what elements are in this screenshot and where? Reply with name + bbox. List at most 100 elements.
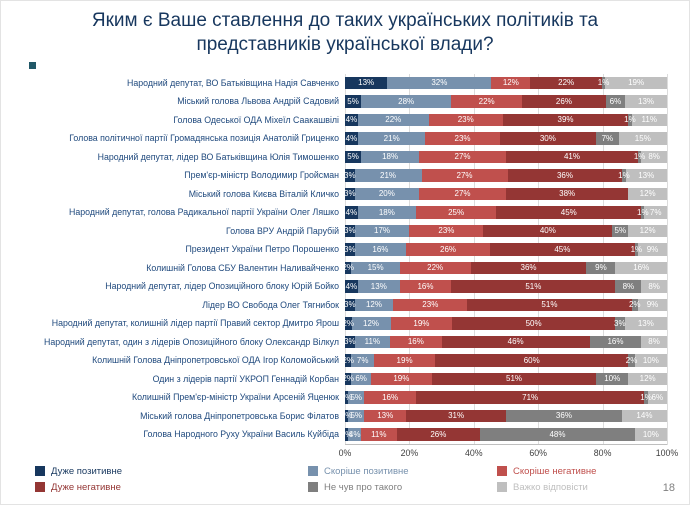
bar-row: 3% 12% 23% 51% 2% 9% bbox=[344, 296, 667, 315]
bar: 3% 11% 16% 46% 16% 8% bbox=[344, 335, 667, 349]
gridline bbox=[538, 73, 540, 445]
bar-segment-value: 36% bbox=[555, 411, 572, 421]
bar-segment: 19% bbox=[370, 372, 432, 386]
bar-segment: 26% bbox=[406, 243, 490, 256]
legend-swatch bbox=[35, 466, 45, 477]
bar-segment: 12% bbox=[354, 298, 394, 312]
bar-segment-value: 8% bbox=[648, 281, 660, 291]
bar-row: 2% 7% 19% 60% 2% 10% bbox=[342, 351, 667, 370]
bar: 4% 21% 23% 30% 7% 15% bbox=[345, 132, 667, 145]
bar: 3% 16% 26% 45% 1% 9% bbox=[344, 243, 667, 256]
bar-segment-value: 7% bbox=[649, 207, 662, 217]
bar-segment: 22% bbox=[357, 113, 429, 127]
bar-segment: 51% bbox=[467, 298, 632, 312]
bar-segment-value: 40% bbox=[539, 226, 556, 236]
bar-segment: 21% bbox=[354, 169, 422, 182]
bar-row: 3% 16% 26% 45% 1% 9% bbox=[344, 240, 667, 259]
x-axis-tick: 100% bbox=[655, 447, 679, 458]
bar-segment: 8% bbox=[641, 335, 667, 349]
bar-segment: 1% bbox=[341, 391, 352, 404]
bar-segment: 23% bbox=[393, 298, 468, 312]
bar-segment-value: 71% bbox=[522, 392, 539, 402]
category-label: Народний депутат, один з лідерів Опозиці… bbox=[44, 336, 339, 347]
bar-row: 5% 28% 22% 26% 6% 13% bbox=[345, 92, 667, 111]
bar-segment: 17% bbox=[354, 224, 410, 238]
legend-swatch bbox=[497, 466, 507, 477]
bar-segment: 6% bbox=[647, 391, 667, 404]
bar-segment-value: 21% bbox=[383, 133, 400, 143]
bar-segment-value: 27% bbox=[454, 152, 471, 162]
bar-segment: 16% bbox=[354, 243, 407, 256]
bar-segment: 18% bbox=[361, 150, 420, 164]
legend-item: Важко відповісти bbox=[497, 482, 689, 493]
bar-segment-value: 16% bbox=[382, 392, 399, 402]
bar-segment-value: 12% bbox=[639, 189, 656, 199]
bar-segment: 28% bbox=[361, 95, 452, 108]
category-label: Голова політичної партії Громадянська по… bbox=[69, 133, 339, 144]
bar-segment-value: 1% bbox=[637, 207, 649, 217]
bar-segment-value: 2% bbox=[342, 374, 354, 384]
bar: 1% 5% 13% 31% 36% 14% bbox=[341, 409, 667, 423]
bar-segment-value: 1% bbox=[633, 152, 646, 162]
bar-segment-value: 16% bbox=[607, 337, 624, 347]
bar-segment: 3% bbox=[344, 335, 356, 349]
bar-segment: 2% bbox=[342, 372, 354, 386]
bar-segment: 12% bbox=[351, 317, 391, 330]
legend-item: Дуже негативне bbox=[35, 482, 308, 493]
bar-segment: 6% bbox=[605, 95, 626, 108]
category-label: Міський голова Дніпропетровська Борис Фі… bbox=[140, 410, 339, 421]
bar-segment-value: 10% bbox=[642, 355, 659, 365]
bar-segment: 19% bbox=[390, 317, 453, 330]
bar-segment: 16% bbox=[615, 261, 667, 275]
bar-segment-value: 16% bbox=[417, 281, 434, 291]
bar-segment: 5% bbox=[345, 95, 362, 108]
bar: 13% 32% 12% 22% 1% 19% bbox=[345, 76, 667, 90]
legend-label: Важко відповісти bbox=[513, 481, 588, 493]
bar-segment-value: 1% bbox=[640, 392, 652, 402]
bar-segment: 45% bbox=[496, 206, 642, 219]
gridline bbox=[345, 73, 346, 445]
bar-segment-value: 11% bbox=[371, 429, 387, 439]
bar: 2% 6% 19% 51% 10% 12% bbox=[342, 372, 667, 386]
bar-segment-value: 11% bbox=[641, 115, 657, 125]
bar-segment-value: 36% bbox=[520, 263, 537, 273]
bar-segment-value: 1% bbox=[618, 170, 630, 180]
bar-segment: 21% bbox=[357, 132, 426, 145]
bar-segment-value: 6% bbox=[355, 374, 367, 384]
bar-segment: 22% bbox=[451, 95, 523, 108]
bar-segment-value: 26% bbox=[430, 429, 447, 439]
category-label: Народний депутат, колишній лідер партії … bbox=[51, 318, 339, 329]
bar-segment-value: 30% bbox=[539, 133, 556, 143]
slide-bullet-decoration bbox=[29, 62, 36, 69]
bar-segment: 9% bbox=[638, 243, 667, 256]
bar-segment-value: 23% bbox=[438, 226, 455, 236]
plot-area: 13% 32% 12% 22% 1% 19% 5% 28% 22% 26% 6% 13% 4% 22% 23… bbox=[341, 73, 668, 445]
bar-segment-value: 9% bbox=[595, 263, 607, 273]
bar-segment: 13% bbox=[625, 95, 667, 108]
bar-segment: 14% bbox=[621, 409, 667, 423]
bar-segment-value: 60% bbox=[523, 355, 540, 365]
bar-row: 2% 6% 19% 51% 10% 12% bbox=[342, 370, 667, 389]
bar-segment: 4% bbox=[348, 428, 362, 441]
bar-segment: 36% bbox=[470, 261, 587, 275]
bar-segment-value: 32% bbox=[431, 78, 448, 88]
bar-segment: 8% bbox=[615, 280, 642, 293]
bar-segment-value: 3% bbox=[344, 244, 356, 254]
bar: 4% 18% 25% 45% 1% 7% bbox=[345, 206, 667, 219]
x-axis: 0% 20% 40% 60% 80% 100% bbox=[339, 445, 679, 461]
bar-segment: 13% bbox=[624, 317, 667, 330]
bar-segment-value: 14% bbox=[636, 411, 653, 421]
bar-row: 1% 5% 16% 71% 1% 6% bbox=[341, 388, 667, 407]
bar-segment: 7% bbox=[644, 206, 667, 219]
legend-label: Дуже негативне bbox=[51, 481, 121, 493]
category-label: Один з лідерів партії УКРОП Геннадій Кор… bbox=[152, 373, 339, 384]
bar: 3% 20% 27% 38% 12% bbox=[344, 187, 667, 201]
bar-segment-value: 22% bbox=[427, 263, 444, 273]
bar: 3% 17% 23% 40% 5% 12% bbox=[344, 224, 667, 238]
bar-row: 4% 21% 23% 30% 7% 15% bbox=[345, 129, 667, 148]
bar-segment: 19% bbox=[605, 76, 667, 90]
bar-segment-value: 13% bbox=[638, 96, 655, 106]
bar-segment-value: 3% bbox=[344, 300, 356, 310]
bar-segment-value: 6% bbox=[609, 96, 622, 106]
legend-label: Скоріше негативне bbox=[513, 465, 597, 477]
